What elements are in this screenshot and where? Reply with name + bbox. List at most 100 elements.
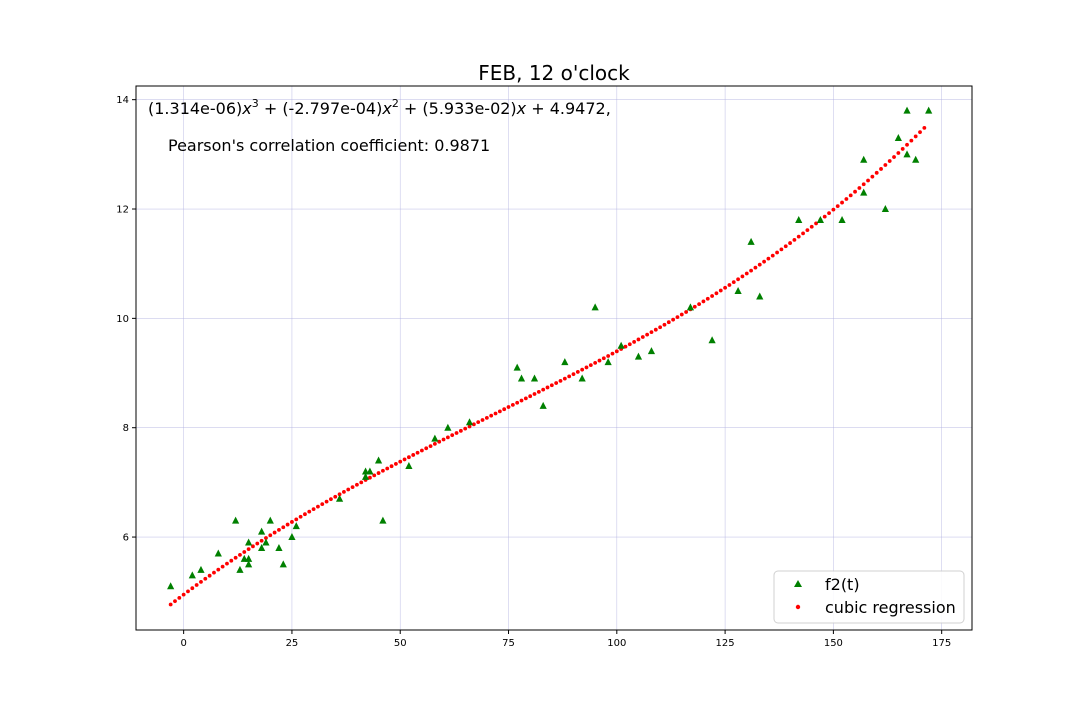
f2t-point [860, 188, 868, 196]
regression-point [593, 360, 598, 365]
regression-point [671, 317, 676, 322]
f2t-point [912, 155, 920, 163]
regression-point [697, 302, 702, 306]
regression-point [840, 200, 844, 205]
regression-point [710, 294, 715, 298]
plot-points [167, 106, 933, 607]
legend-label-cubic: cubic regression [825, 598, 956, 617]
y-tick-label: 14 [116, 95, 129, 106]
regression-point [324, 499, 329, 504]
regression-point [805, 228, 810, 232]
regression-point [233, 555, 238, 560]
regression-point [801, 231, 805, 236]
f2t-point [530, 374, 539, 382]
regression-point [736, 277, 740, 282]
regression-point [662, 322, 667, 327]
regression-point [207, 573, 212, 578]
x-tick-label: 0 [180, 638, 186, 649]
regression-point [290, 520, 294, 524]
regression-point [519, 398, 524, 403]
regression-point [272, 530, 277, 535]
regression-point [749, 268, 753, 273]
x-tick-label: 100 [607, 638, 626, 649]
regression-point [757, 262, 762, 267]
regression-point [506, 405, 511, 409]
regression-point [692, 304, 697, 309]
regression-point [922, 125, 927, 130]
regression-point [264, 536, 268, 540]
regression-point [636, 337, 641, 342]
regression-point [406, 455, 411, 460]
regression-equation: (1.314e-06)x3 + (-2.797e-04)x2 + (5.933e… [148, 97, 611, 118]
y-tick-label: 6 [123, 533, 129, 544]
regression-point [458, 428, 463, 433]
regression-point [675, 315, 680, 320]
regression-point [186, 589, 190, 594]
regression-point [246, 547, 251, 552]
regression-point [701, 299, 706, 304]
regression-point [892, 155, 896, 159]
regression-point [320, 502, 325, 507]
regression-point [229, 558, 234, 563]
f2t-point [444, 423, 452, 431]
regression-point [411, 453, 416, 457]
f2t-point [335, 494, 344, 502]
regression-point [831, 207, 836, 212]
legend-label-f2t: f2(t) [825, 575, 860, 594]
f2t-point [925, 106, 933, 114]
regression-point [398, 459, 403, 464]
f2t-point [197, 565, 205, 573]
regression-point [584, 365, 589, 370]
f2t-point [756, 292, 764, 300]
f2t-point [258, 527, 266, 535]
regression-point [497, 409, 502, 414]
regression-point [640, 335, 645, 339]
f2t-point [236, 565, 244, 573]
f2t-point [379, 516, 387, 524]
f2t-point [578, 374, 586, 382]
regression-point [419, 448, 424, 453]
f2t-point [517, 374, 526, 382]
regression-point [770, 253, 775, 258]
regression-point [225, 561, 229, 566]
x-tick-label: 50 [394, 638, 407, 649]
regression-point [814, 221, 818, 226]
f2t-point [604, 358, 612, 366]
y-tick-label: 10 [116, 314, 129, 325]
regression-point [614, 349, 619, 354]
regression-point [666, 320, 671, 325]
f2t-point [860, 155, 868, 163]
f2t-point [188, 571, 196, 579]
regression-point [168, 602, 173, 607]
regression-point [350, 485, 355, 490]
f2t-point [266, 516, 274, 524]
regression-point [905, 142, 909, 147]
regression-point [753, 265, 758, 270]
f2t-point [539, 401, 547, 409]
regression-point [493, 411, 498, 416]
regression-point [359, 480, 364, 485]
regression-point [545, 385, 550, 390]
legend: f2(t) cubic regression [773, 570, 965, 624]
regression-point [311, 507, 316, 512]
f2t-point [245, 554, 253, 562]
regression-point [510, 402, 515, 407]
regression-point [194, 583, 199, 587]
regression-point [385, 466, 390, 471]
regression-point [541, 387, 546, 392]
regression-point [329, 497, 333, 502]
f2t-point [634, 352, 643, 360]
f2t-point [431, 434, 439, 442]
regression-point [173, 599, 177, 604]
regression-point [268, 533, 273, 538]
f2t-point [361, 472, 370, 480]
f2t-point [881, 205, 889, 213]
f2t-point [617, 341, 625, 349]
regression-point [381, 468, 385, 473]
regression-point [714, 291, 719, 296]
regression-point [346, 487, 351, 492]
regression-point [658, 325, 663, 330]
regression-point [610, 351, 615, 356]
regression-point [489, 413, 494, 418]
plot-frame [135, 85, 973, 631]
